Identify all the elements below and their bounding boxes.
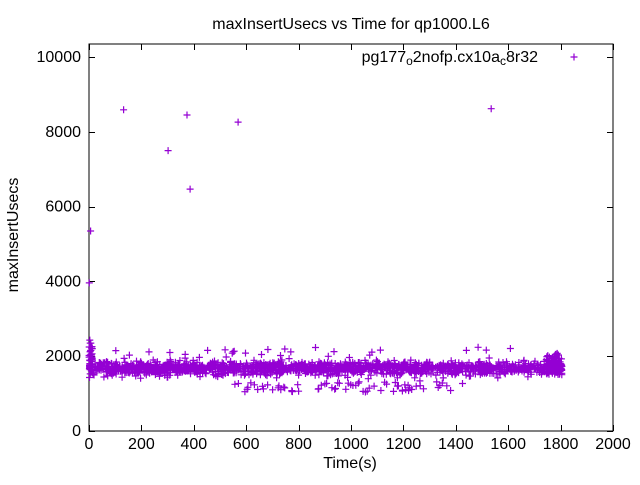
x-tick-label: 200 bbox=[128, 436, 155, 453]
x-tick-label: 1600 bbox=[490, 436, 526, 453]
y-tick-label: 2000 bbox=[45, 348, 81, 365]
x-tick-label: 1000 bbox=[333, 436, 369, 453]
chart-title: maxInsertUsecs vs Time for qp1000.L6 bbox=[212, 16, 490, 33]
x-tick-label: 1400 bbox=[438, 436, 474, 453]
legend: pg177o2nofp.cx10ac8r32 bbox=[362, 49, 578, 68]
data-points-layer bbox=[85, 105, 566, 396]
x-tick-label: 1200 bbox=[386, 436, 422, 453]
legend-label: pg177o2nofp.cx10ac8r32 bbox=[362, 49, 539, 68]
scatter-points bbox=[85, 105, 566, 396]
x-axis-label: Time(s) bbox=[323, 455, 377, 472]
y-tick-label: 6000 bbox=[45, 199, 81, 216]
x-tick-label: 600 bbox=[233, 436, 260, 453]
y-tick-label: 8000 bbox=[45, 124, 81, 141]
x-tick-label: 1800 bbox=[543, 436, 579, 453]
y-tick-label: 4000 bbox=[45, 273, 81, 290]
x-tick-label: 0 bbox=[85, 436, 94, 453]
legend-marker-icon bbox=[570, 53, 578, 61]
y-tick-label: 0 bbox=[72, 423, 81, 440]
x-tick-label: 400 bbox=[180, 436, 207, 453]
x-tick-label: 2000 bbox=[595, 436, 631, 453]
y-tick-label: 10000 bbox=[37, 49, 82, 66]
plot-frame: 0 200 400 600 800 1000 1200 1400 1600 1800 2000 0 20… bbox=[37, 43, 631, 453]
x-tick-label: 800 bbox=[285, 436, 312, 453]
y-axis-label: maxInsertUsecs bbox=[5, 178, 22, 293]
axis-ticks bbox=[89, 44, 614, 432]
